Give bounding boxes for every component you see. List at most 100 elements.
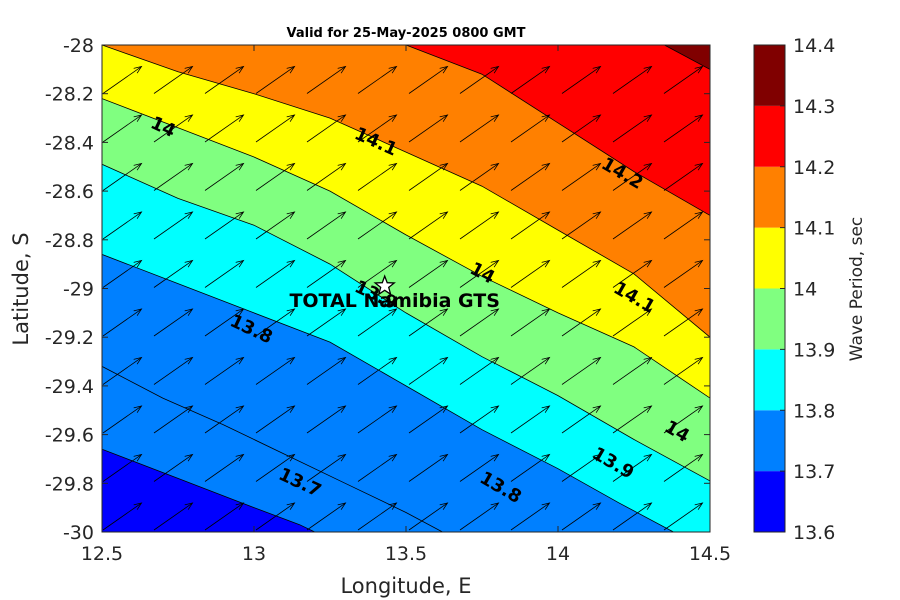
wave-arrow <box>459 502 500 531</box>
fill-band-above-14.2 <box>102 45 710 216</box>
wave-arrow-head <box>541 405 551 413</box>
wave-arrow-shaft <box>408 211 448 240</box>
wave-arrow-head <box>185 18 193 25</box>
wave-arrow-shaft <box>561 502 601 531</box>
wave-arrow <box>408 65 449 94</box>
colorbar-tick-label: 13.8 <box>793 400 835 422</box>
wave-arrow <box>204 114 245 143</box>
wave-arrow-shaft <box>102 308 142 337</box>
wave-arrow-shaft <box>306 502 346 531</box>
wave-arrow <box>102 114 143 143</box>
wave-arrow-shaft <box>510 454 550 482</box>
y-tick-label: -28.4 <box>45 132 94 154</box>
wave-arrow <box>255 211 296 240</box>
wave-arrow-head <box>286 114 296 122</box>
wave-arrow-head <box>133 405 143 413</box>
wave-arrow <box>255 356 296 385</box>
wave-arrow-head <box>592 65 602 74</box>
wave-arrow-shaft <box>561 211 601 240</box>
wave-arrow-head <box>133 259 143 268</box>
y-tick-label: -29.8 <box>45 473 94 495</box>
wave-arrow-head <box>184 405 194 413</box>
wave-arrow-shaft <box>357 163 397 191</box>
y-tick-label: -29.2 <box>45 327 94 349</box>
wave-arrow-head <box>133 114 143 122</box>
wave-arrow <box>663 405 704 434</box>
wave-arrow-head <box>490 405 500 413</box>
wave-arrow-head <box>541 356 551 365</box>
wave-arrow-head <box>440 18 448 25</box>
wave-arrow-shaft <box>153 211 193 240</box>
wave-arrow-shaft <box>204 163 244 191</box>
x-tick-label: 12.5 <box>81 543 123 565</box>
y-tick-label: -28.2 <box>45 84 94 106</box>
wave-arrow <box>306 405 347 434</box>
wave-arrow-head <box>439 502 449 510</box>
wave-arrow-head <box>541 308 551 316</box>
wave-arrow <box>255 502 296 531</box>
colorbar-label: Wave Period, sec <box>847 217 867 362</box>
wave-arrow <box>204 162 245 191</box>
wave-arrow-shaft <box>561 405 601 434</box>
wave-arrow <box>102 211 143 240</box>
wave-arrow-head <box>541 453 551 462</box>
colorbar-tick-label: 14.3 <box>793 96 835 118</box>
wave-arrow-head <box>643 114 653 122</box>
wave-arrow-shaft <box>612 260 652 288</box>
wave-arrow <box>204 308 245 337</box>
wave-arrow-shaft <box>153 502 193 531</box>
wave-arrow-head <box>337 356 347 365</box>
wave-arrow-head <box>337 162 347 171</box>
wave-arrow-shaft <box>255 66 295 94</box>
wave-arrow-head <box>694 114 704 122</box>
colorbar-swatch <box>754 471 785 532</box>
wave-arrow-head <box>388 356 398 365</box>
wave-arrow-head <box>388 308 398 316</box>
wave-arrow-head <box>541 114 551 122</box>
wave-arrow-head <box>133 162 143 171</box>
wave-arrow <box>561 162 602 191</box>
wave-arrow-shaft <box>103 45 104 46</box>
wave-arrow-shaft <box>306 260 346 288</box>
wave-arrow-head <box>337 65 347 74</box>
wave-arrow <box>408 502 449 531</box>
colorbar-swatch <box>754 410 785 472</box>
contour-line-13.8 <box>102 254 674 532</box>
wave-arrow <box>255 114 296 143</box>
wave-arrow <box>459 453 500 482</box>
wave-arrow <box>561 114 602 143</box>
wave-arrow-head <box>133 356 143 365</box>
wave-arrow-head <box>388 65 398 74</box>
wave-arrow <box>357 356 398 385</box>
wave-arrow-shaft <box>255 502 295 531</box>
wave-arrow-shaft <box>561 454 601 482</box>
wave-arrow-shaft <box>357 66 397 94</box>
wave-arrow-shaft <box>102 66 142 94</box>
wave-arrow-head <box>286 453 296 462</box>
y-tick-label: -29.4 <box>45 376 94 398</box>
wave-arrow <box>612 65 653 94</box>
wave-arrow <box>612 308 653 337</box>
wave-arrow-head <box>235 259 245 268</box>
wave-arrow-head <box>490 211 500 219</box>
wave-arrow-head <box>134 18 142 25</box>
wave-arrow-head <box>184 502 194 510</box>
wave-arrow-head <box>235 453 245 462</box>
wave-arrow <box>459 405 500 434</box>
wave-arrow-head <box>184 453 194 462</box>
wave-arrow-shaft <box>306 114 346 143</box>
wave-arrow <box>357 65 398 94</box>
wave-arrow <box>663 259 704 288</box>
wave-arrow-shaft <box>510 114 550 143</box>
wave-arrow <box>561 308 602 337</box>
wave-arrow-head <box>184 356 194 365</box>
wave-arrow-shaft <box>102 211 142 240</box>
site-star-icon <box>373 274 396 296</box>
contour-line-13.7 <box>102 448 315 532</box>
wave-arrow-shaft <box>612 114 652 143</box>
wave-arrow <box>510 114 551 143</box>
wave-arrow-shaft <box>663 163 703 191</box>
wave-arrow-head <box>439 453 449 462</box>
wave-arrow <box>306 114 347 143</box>
wave-arrow <box>561 502 602 531</box>
